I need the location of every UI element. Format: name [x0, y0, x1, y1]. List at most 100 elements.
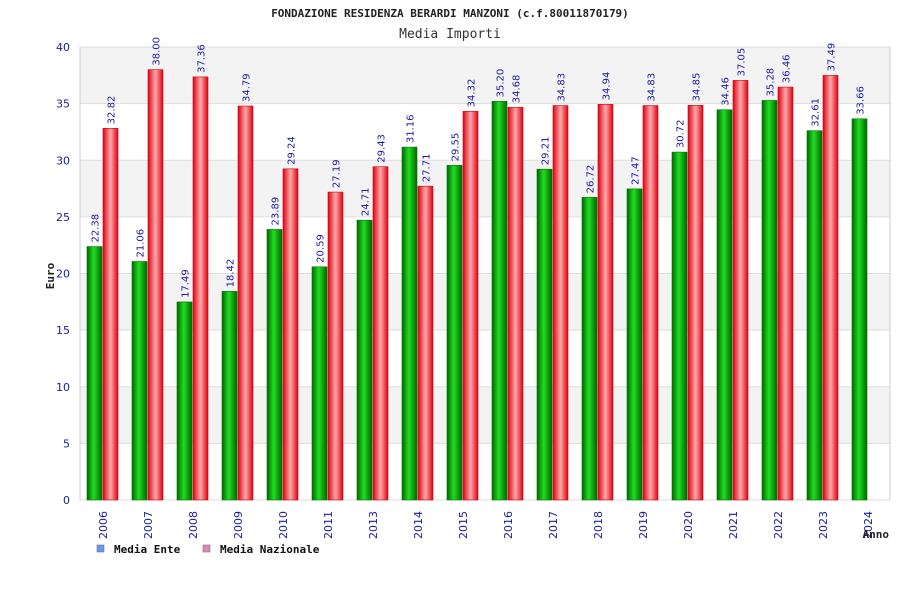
plot-band — [80, 386, 890, 444]
bar-media-nazionale-2007 — [147, 69, 164, 501]
x-tick-label-2014: 2014 — [412, 511, 425, 539]
bar-media-nazionale-2009 — [237, 105, 254, 501]
legend-swatch-media-ente — [96, 544, 105, 553]
bar-media-ente-2011 — [311, 266, 328, 501]
x-tick-label-2023: 2023 — [817, 511, 830, 539]
bar-media-ente-2020 — [671, 151, 688, 501]
x-tick-label-2018: 2018 — [592, 511, 605, 539]
plot-band — [80, 47, 890, 104]
y-tick-label: 35 — [56, 98, 70, 111]
bars — [86, 69, 868, 501]
bar-media-ente-2009 — [221, 291, 238, 501]
bar-media-nazionale-2017 — [552, 105, 569, 501]
bar-label-media-ente-2024: 33.66 — [856, 86, 867, 115]
legend-label-media-ente: Media Ente — [114, 543, 181, 556]
bar-media-ente-2015 — [446, 165, 463, 501]
bar-label-media-ente-2009: 18.42 — [226, 259, 237, 288]
x-tick-label-2020: 2020 — [682, 511, 695, 539]
bar-label-media-ente-2007: 21.06 — [136, 229, 147, 258]
y-axis-label: Euro — [44, 262, 57, 289]
bar-label-media-nazionale-2008: 37.36 — [197, 44, 208, 73]
y-tick-label: 20 — [56, 268, 70, 281]
bar-label-media-nazionale-2007: 38.00 — [152, 37, 163, 66]
bar-media-ente-2016 — [491, 101, 508, 501]
plot-band — [80, 160, 890, 217]
bar-label-media-ente-2008: 17.49 — [181, 269, 192, 298]
bar-media-ente-2017 — [536, 168, 553, 501]
bar-label-media-ente-2006: 22.38 — [91, 214, 102, 243]
bar-media-nazionale-2019 — [642, 105, 659, 501]
bar-media-nazionale-2015 — [462, 111, 479, 501]
bar-label-media-ente-2010: 23.89 — [271, 197, 282, 226]
y-tick-label: 30 — [56, 154, 70, 167]
x-axis-ticks: 2006 2007 2008 2009 2010 2011 2013 2014 2015 2016… — [97, 511, 875, 539]
bar-media-ente-2021 — [716, 109, 733, 501]
bar-media-nazionale-2018 — [597, 104, 614, 501]
bar-media-ente-2024 — [851, 118, 868, 501]
y-tick-label: 5 — [63, 437, 70, 450]
x-axis-label: Anno — [863, 528, 890, 541]
bar-media-ente-2013 — [356, 219, 373, 501]
bar-label-media-nazionale-2017: 34.83 — [557, 73, 568, 102]
bar-label-media-nazionale-2019: 34.83 — [647, 73, 658, 102]
bar-label-media-ente-2023: 32.61 — [811, 98, 822, 127]
bar-label-media-nazionale-2018: 34.94 — [602, 72, 613, 101]
bar-media-ente-2006 — [86, 246, 103, 501]
bar-media-ente-2022 — [761, 100, 778, 501]
bar-media-nazionale-2013 — [372, 166, 389, 501]
bar-media-nazionale-2006 — [102, 128, 119, 501]
y-tick-label: 10 — [56, 381, 70, 394]
y-axis-ticks: 0 5 10 15 20 25 30 35 40 — [56, 41, 70, 507]
bar-label-media-ente-2015: 29.55 — [451, 133, 462, 162]
bar-label-media-ente-2019: 27.47 — [631, 156, 642, 185]
plot-band — [80, 216, 890, 274]
x-tick-label-2006: 2006 — [97, 511, 110, 539]
x-tick-label-2016: 2016 — [502, 511, 515, 539]
x-tick-label-2022: 2022 — [772, 511, 785, 539]
x-tick-label-2008: 2008 — [187, 511, 200, 539]
bar-label-media-nazionale-2023: 37.49 — [827, 43, 838, 72]
bar-label-media-ente-2017: 29.21 — [541, 137, 552, 166]
y-tick-label: 40 — [56, 41, 70, 54]
bar-label-media-nazionale-2020: 34.85 — [692, 73, 703, 102]
bar-media-nazionale-2014 — [417, 185, 434, 501]
y-tick-label: 15 — [56, 324, 70, 337]
bar-label-media-ente-2021: 34.46 — [721, 77, 732, 106]
bar-label-media-nazionale-2016: 34.68 — [512, 75, 523, 104]
bar-media-ente-2008 — [176, 301, 193, 501]
bar-label-media-ente-2016: 35.20 — [496, 69, 507, 98]
legend-swatch-media-nazionale — [202, 544, 211, 553]
bar-label-media-nazionale-2022: 36.46 — [782, 54, 793, 83]
bar-media-nazionale-2020 — [687, 105, 704, 501]
bar-label-media-ente-2020: 30.72 — [676, 119, 687, 148]
bar-label-media-nazionale-2021: 37.05 — [737, 48, 748, 77]
bar-media-nazionale-2010 — [282, 168, 299, 501]
x-tick-label-2015: 2015 — [457, 511, 470, 539]
bar-label-media-nazionale-2011: 27.19 — [332, 159, 343, 188]
bar-label-media-nazionale-2006: 32.82 — [107, 96, 118, 125]
bar-media-ente-2023 — [806, 130, 823, 501]
plot-band — [80, 443, 890, 500]
plot-background — [80, 47, 890, 500]
bar-label-media-nazionale-2010: 29.24 — [287, 136, 298, 165]
x-tick-label-2009: 2009 — [232, 511, 245, 539]
bar-label-media-nazionale-2014: 27.71 — [422, 154, 433, 183]
bar-label-media-ente-2014: 31.16 — [406, 114, 417, 143]
bar-media-ente-2010 — [266, 229, 283, 501]
x-tick-label-2010: 2010 — [277, 511, 290, 539]
plot-band — [80, 330, 890, 387]
y-tick-label: 25 — [56, 211, 70, 224]
y-tick-label: 0 — [63, 494, 70, 507]
bar-label-media-ente-2018: 26.72 — [586, 165, 597, 194]
bar-media-nazionale-2008 — [192, 76, 209, 501]
x-tick-label-2021: 2021 — [727, 511, 740, 539]
bar-label-media-nazionale-2009: 34.79 — [242, 73, 253, 102]
plot-band — [80, 103, 890, 161]
bar-media-ente-2018 — [581, 197, 598, 501]
legend: Media Ente Media Nazionale — [96, 543, 320, 556]
bar-label-media-nazionale-2015: 34.32 — [467, 79, 478, 108]
bar-media-nazionale-2016 — [507, 106, 524, 501]
bar-media-nazionale-2023 — [822, 75, 839, 501]
bar-media-ente-2014 — [401, 146, 418, 501]
